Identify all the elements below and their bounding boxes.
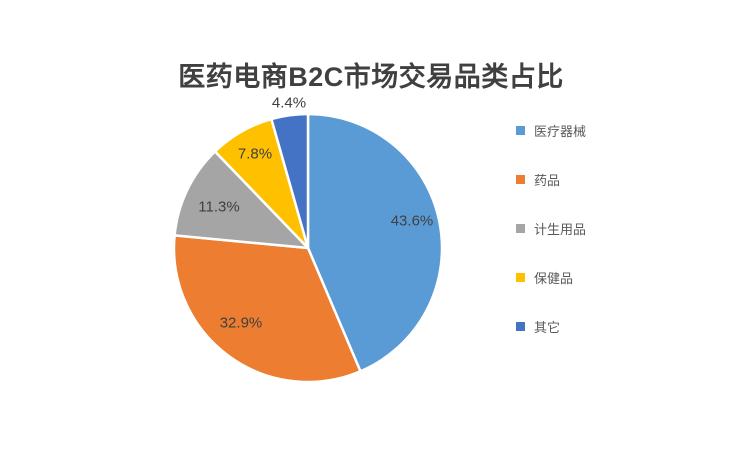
legend-item-health-products: 保健品 <box>516 268 586 286</box>
legend-swatch-drugs <box>516 174 525 184</box>
legend-swatch-family-planning <box>516 223 525 233</box>
pie-data-label-药品: 32.9% <box>220 314 263 331</box>
pie-slice-其它 <box>270 112 310 250</box>
pie-data-label-计生用品: 11.3% <box>198 198 239 215</box>
legend-label: 其它 <box>534 319 561 335</box>
legend-label: 保健品 <box>534 270 574 286</box>
legend-swatch-medical-devices <box>516 125 525 135</box>
legend: 医疗器械 药品 计生用品 保健品 其它 <box>516 121 586 335</box>
legend-label: 医疗器械 <box>534 123 587 139</box>
legend-item-family-planning: 计生用品 <box>516 219 586 237</box>
chart-title: 医药电商B2C市场交易品类占比 <box>178 62 564 92</box>
pie-slice-计生用品 <box>173 150 310 250</box>
legend-swatch-others <box>516 321 525 331</box>
pie-data-label-医疗器械: 43.6% <box>391 212 434 229</box>
legend-label: 计生用品 <box>534 221 587 237</box>
legend-item-others: 其它 <box>516 317 586 335</box>
legend-label: 药品 <box>534 172 561 188</box>
legend-item-drugs: 药品 <box>516 170 586 188</box>
pie-slice-药品 <box>172 234 362 384</box>
pie-slice-医疗器械 <box>306 112 444 373</box>
pie-data-label-其它: 4.4% <box>272 94 306 111</box>
pie-data-label-保健品: 7.8% <box>238 145 272 162</box>
legend-swatch-health-products <box>516 272 525 282</box>
legend-item-medical-devices: 医疗器械 <box>516 121 586 139</box>
